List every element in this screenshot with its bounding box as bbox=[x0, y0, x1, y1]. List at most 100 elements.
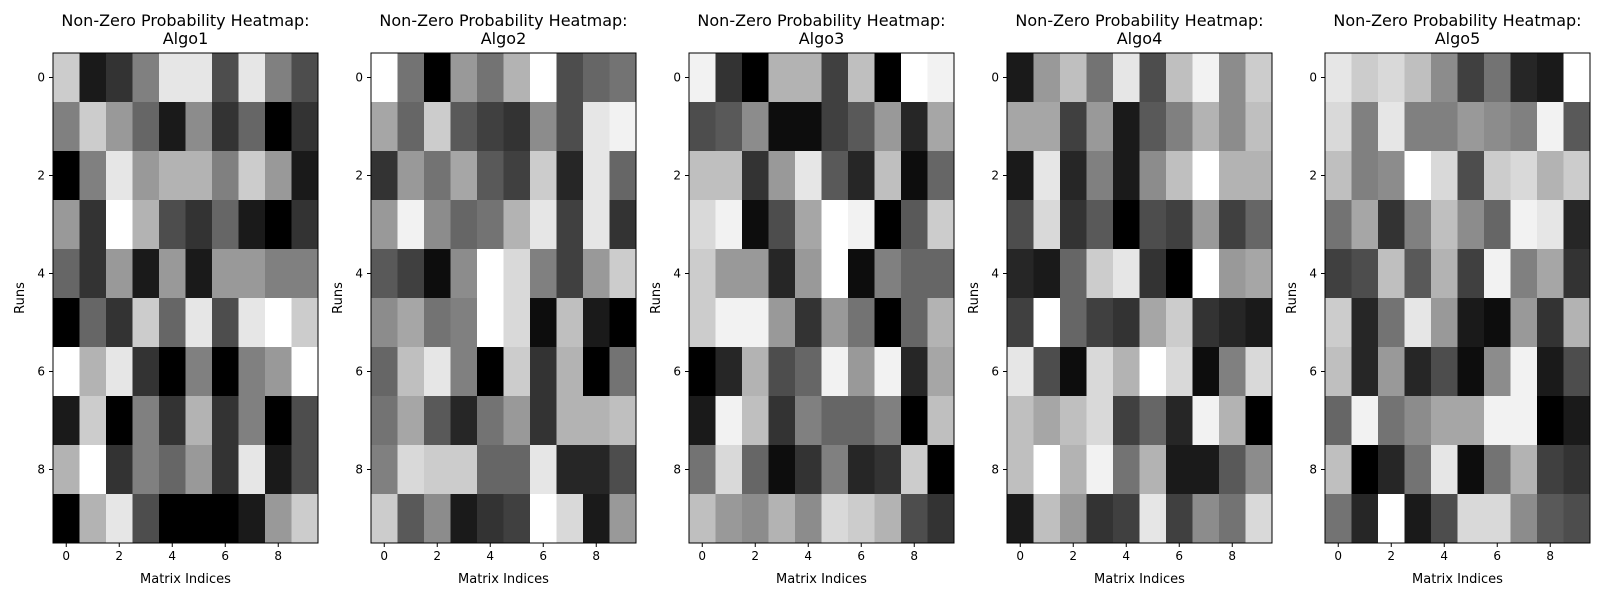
x-tick-label: 6 bbox=[1175, 549, 1183, 563]
heatmap-cell bbox=[583, 200, 610, 250]
heatmap-cell bbox=[291, 102, 319, 152]
heatmap-cell bbox=[1166, 53, 1193, 103]
heatmap-cell bbox=[609, 200, 637, 250]
heatmap-cell bbox=[477, 249, 504, 299]
heatmap-cell bbox=[1086, 396, 1114, 446]
heatmap-cell bbox=[1325, 347, 1352, 397]
heatmap-cell bbox=[927, 396, 955, 446]
heatmap-cell bbox=[1007, 53, 1034, 103]
heatmap-cell bbox=[742, 249, 769, 299]
heatmap-cell bbox=[1563, 494, 1591, 544]
chart-title-line2: Algo2 bbox=[481, 29, 527, 48]
heatmap-cell bbox=[1139, 102, 1167, 152]
heatmap-cell bbox=[1245, 347, 1273, 397]
heatmap-cell bbox=[1563, 53, 1591, 103]
heatmap-cell bbox=[1033, 396, 1061, 446]
heatmap-cell bbox=[1033, 445, 1061, 495]
y-tick-label: 4 bbox=[37, 267, 45, 281]
heatmap-cell bbox=[821, 347, 849, 397]
x-tick-label: 0 bbox=[380, 549, 388, 563]
heatmap-cell bbox=[1166, 151, 1193, 201]
heatmap-cell bbox=[53, 445, 80, 495]
heatmap-cell bbox=[556, 102, 584, 152]
y-tick-label: 6 bbox=[991, 365, 999, 379]
heatmap-panel-3: Non-Zero Probability Heatmap:Algo3 0 2 4 6 8 0… bbox=[649, 11, 955, 587]
heatmap-cell bbox=[1537, 53, 1564, 103]
heatmap-cell bbox=[689, 298, 716, 348]
heatmap-cell bbox=[1060, 298, 1087, 348]
heatmap-cell bbox=[450, 396, 478, 446]
heatmap-cell bbox=[1192, 53, 1220, 103]
heatmap-cell bbox=[927, 347, 955, 397]
heatmap-cell bbox=[556, 53, 584, 103]
heatmap-cell bbox=[53, 347, 80, 397]
x-axis-label: Matrix Indices bbox=[458, 572, 549, 587]
heatmap-cell bbox=[927, 200, 955, 250]
heatmap-cell bbox=[1457, 151, 1485, 201]
heatmap-cell bbox=[1431, 347, 1458, 397]
heatmap-cell bbox=[1139, 249, 1167, 299]
heatmap-cell bbox=[1245, 151, 1273, 201]
heatmap-cell bbox=[477, 396, 504, 446]
heatmap-cell bbox=[1192, 249, 1220, 299]
heatmap-cell bbox=[848, 494, 875, 544]
x-tick-label: 0 bbox=[1016, 549, 1024, 563]
heatmap-cell bbox=[742, 298, 769, 348]
heatmap-cell bbox=[159, 151, 186, 201]
heatmap-cell bbox=[1007, 200, 1034, 250]
x-tick-label: 8 bbox=[1546, 549, 1554, 563]
heatmap-cell bbox=[477, 151, 504, 201]
heatmap-cell bbox=[1139, 396, 1167, 446]
heatmap-cell bbox=[1192, 396, 1220, 446]
heatmap-cell bbox=[1537, 445, 1564, 495]
heatmap-cell bbox=[1325, 200, 1352, 250]
chart-title-line1: Non-Zero Probability Heatmap: bbox=[1015, 11, 1263, 30]
heatmap-cell bbox=[503, 249, 531, 299]
y-tick-label: 0 bbox=[355, 71, 363, 85]
heatmap-cell bbox=[583, 151, 610, 201]
heatmap-cell bbox=[1563, 396, 1591, 446]
heatmap-cell bbox=[106, 298, 133, 348]
heatmap-cell bbox=[556, 494, 584, 544]
heatmap-cell bbox=[1033, 347, 1061, 397]
heatmap-cell bbox=[212, 53, 239, 103]
y-tick-label: 6 bbox=[355, 365, 363, 379]
heatmap-cell bbox=[1219, 494, 1246, 544]
y-tick-label: 8 bbox=[355, 463, 363, 477]
heatmap-cell bbox=[874, 53, 902, 103]
heatmap-cell bbox=[1457, 445, 1485, 495]
heatmap-cell bbox=[53, 396, 80, 446]
heatmap-cell bbox=[1484, 53, 1511, 103]
heatmap-cell bbox=[1351, 53, 1379, 103]
heatmap-cell bbox=[821, 53, 849, 103]
heatmap-cell bbox=[689, 200, 716, 250]
x-tick-label: 8 bbox=[910, 549, 918, 563]
heatmap-cell bbox=[424, 151, 451, 201]
heatmap-cell bbox=[1351, 102, 1379, 152]
heatmap-cell bbox=[132, 494, 160, 544]
heatmap-cell bbox=[1192, 102, 1220, 152]
heatmap-cell bbox=[265, 445, 292, 495]
heatmap-cell bbox=[1563, 298, 1591, 348]
heatmap-cell bbox=[477, 53, 504, 103]
heatmap-cell bbox=[1351, 200, 1379, 250]
heatmap-cell bbox=[689, 249, 716, 299]
heatmap-cell bbox=[1351, 151, 1379, 201]
heatmap-cell bbox=[821, 249, 849, 299]
heatmap-cell bbox=[291, 298, 319, 348]
heatmap-cell bbox=[1325, 53, 1352, 103]
heatmap-cell bbox=[530, 347, 557, 397]
x-tick-label: 0 bbox=[698, 549, 706, 563]
heatmap-cell bbox=[1166, 347, 1193, 397]
heatmap-cell bbox=[1060, 494, 1087, 544]
heatmap-cell bbox=[1378, 298, 1405, 348]
heatmap-cell bbox=[715, 102, 743, 152]
heatmap-cell bbox=[424, 347, 451, 397]
heatmap-cell bbox=[1060, 396, 1087, 446]
heatmap-cell bbox=[556, 445, 584, 495]
y-tick-label: 2 bbox=[673, 169, 681, 183]
heatmap-cell bbox=[874, 347, 902, 397]
heatmap-cell bbox=[450, 298, 478, 348]
heatmap-cell bbox=[848, 53, 875, 103]
heatmap-cell bbox=[1113, 151, 1140, 201]
